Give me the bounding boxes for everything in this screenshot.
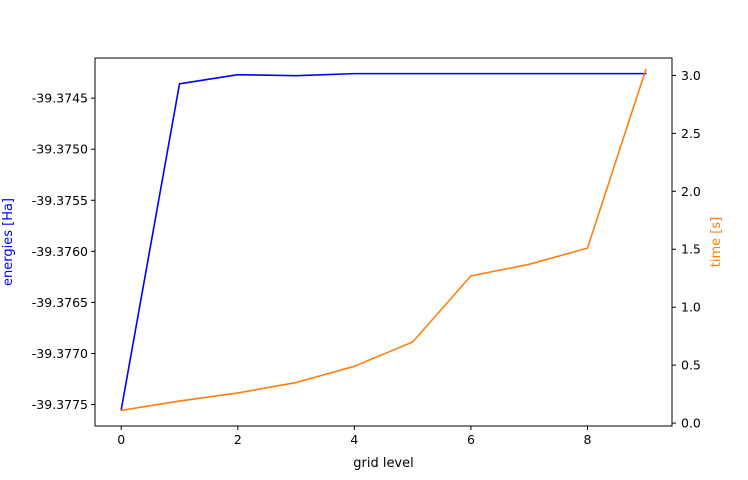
series-line-energies [120, 72, 647, 411]
y-axis-label: energies [Ha] [1, 198, 16, 286]
y2-tick-label: 1.0 [681, 300, 701, 315]
y-tick-label: -39.3750 [32, 142, 88, 157]
y-axis-right: 0.0 0.5 1.0 1.5 2.0 2.5 3.0 [672, 68, 701, 431]
x-axis-label: grid level [353, 456, 414, 471]
series-line-time [120, 68, 647, 412]
x-tick-label: 4 [350, 432, 358, 447]
x-tick-label: 2 [234, 432, 242, 447]
x-tick-label: 8 [584, 432, 592, 447]
y2-tick-label: 1.5 [681, 242, 701, 257]
y-tick-label: -39.3765 [32, 295, 88, 310]
plot-frame [94, 57, 673, 427]
y-axis-left: -39.3745 -39.3750 -39.3755 -39.3760 -39.3765… [32, 91, 95, 412]
x-axis: 0 2 4 6 8 [117, 426, 592, 447]
y2-tick-label: 0.0 [681, 416, 701, 431]
y2-tick-label: 2.5 [681, 126, 701, 141]
y2-tick-label: 2.0 [681, 184, 701, 199]
y-tick-label: -39.3770 [32, 346, 88, 361]
plot-area [120, 68, 647, 412]
y-tick-label: -39.3745 [32, 91, 88, 106]
y-tick-label: -39.3775 [32, 397, 88, 412]
x-tick-label: 0 [117, 432, 125, 447]
x-tick-label: 6 [467, 432, 475, 447]
y2-axis-label: time [s] [709, 217, 724, 267]
y-tick-label: -39.3755 [32, 193, 88, 208]
y-tick-label: -39.3760 [32, 244, 88, 259]
y2-tick-label: 0.5 [681, 358, 701, 373]
y2-tick-label: 3.0 [681, 68, 701, 83]
